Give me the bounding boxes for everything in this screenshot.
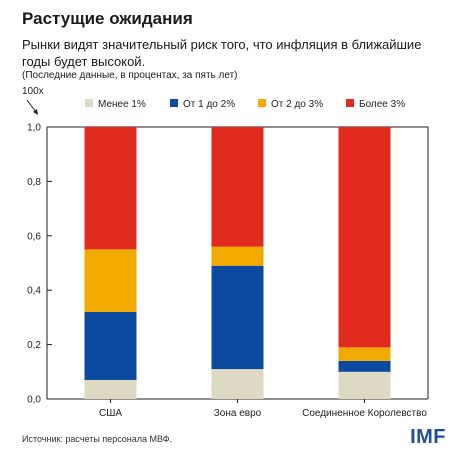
bar-segment	[211, 369, 264, 399]
bar-segment	[338, 360, 391, 372]
unit-label: 100x	[22, 86, 44, 97]
chart-subtitle: Рынки видят значительный риск того, что …	[22, 37, 422, 69]
legend-swatch	[170, 99, 178, 107]
bar-segment	[84, 311, 137, 380]
source-note: Источник: расчеты персонала МВФ.	[22, 434, 173, 444]
unit-arrow-head	[33, 109, 38, 115]
legend-swatch	[85, 99, 93, 107]
y-tick-label: 0,2	[27, 340, 41, 351]
y-tick-label: 0,0	[27, 395, 41, 406]
bar-segment	[84, 127, 137, 250]
x-tick-label: США	[99, 408, 122, 419]
x-tick-label: Соединенное Королевство	[302, 408, 427, 419]
bar-segment	[211, 246, 264, 266]
legend-swatch	[346, 99, 354, 107]
bar-segment	[338, 371, 391, 399]
legend-label: Более 3%	[359, 99, 405, 110]
legend-label: Менее 1%	[98, 99, 146, 110]
legend-swatch	[258, 99, 266, 107]
y-tick-label: 1,0	[27, 123, 41, 134]
bar-segment	[84, 379, 137, 399]
bar-segment	[338, 127, 391, 348]
y-tick-label: 0,6	[27, 231, 41, 242]
bar-segment	[338, 347, 391, 361]
y-tick-label: 0,4	[27, 286, 41, 297]
bar-segment	[211, 127, 264, 247]
chart-note: (Последние данные, в процентах, за пять …	[22, 70, 238, 81]
x-tick-label: Зона евро	[214, 408, 262, 419]
y-tick-label: 0,8	[27, 177, 41, 188]
bar-segment	[211, 265, 264, 370]
legend-label: От 2 до 3%	[271, 99, 323, 110]
bar-segment	[84, 249, 137, 312]
legend-label: От 1 до 2%	[183, 99, 235, 110]
chart-title: Растущие ожидания	[22, 9, 193, 28]
imf-logo: IMF	[410, 426, 446, 448]
unit-arrow-line	[26, 99, 37, 113]
